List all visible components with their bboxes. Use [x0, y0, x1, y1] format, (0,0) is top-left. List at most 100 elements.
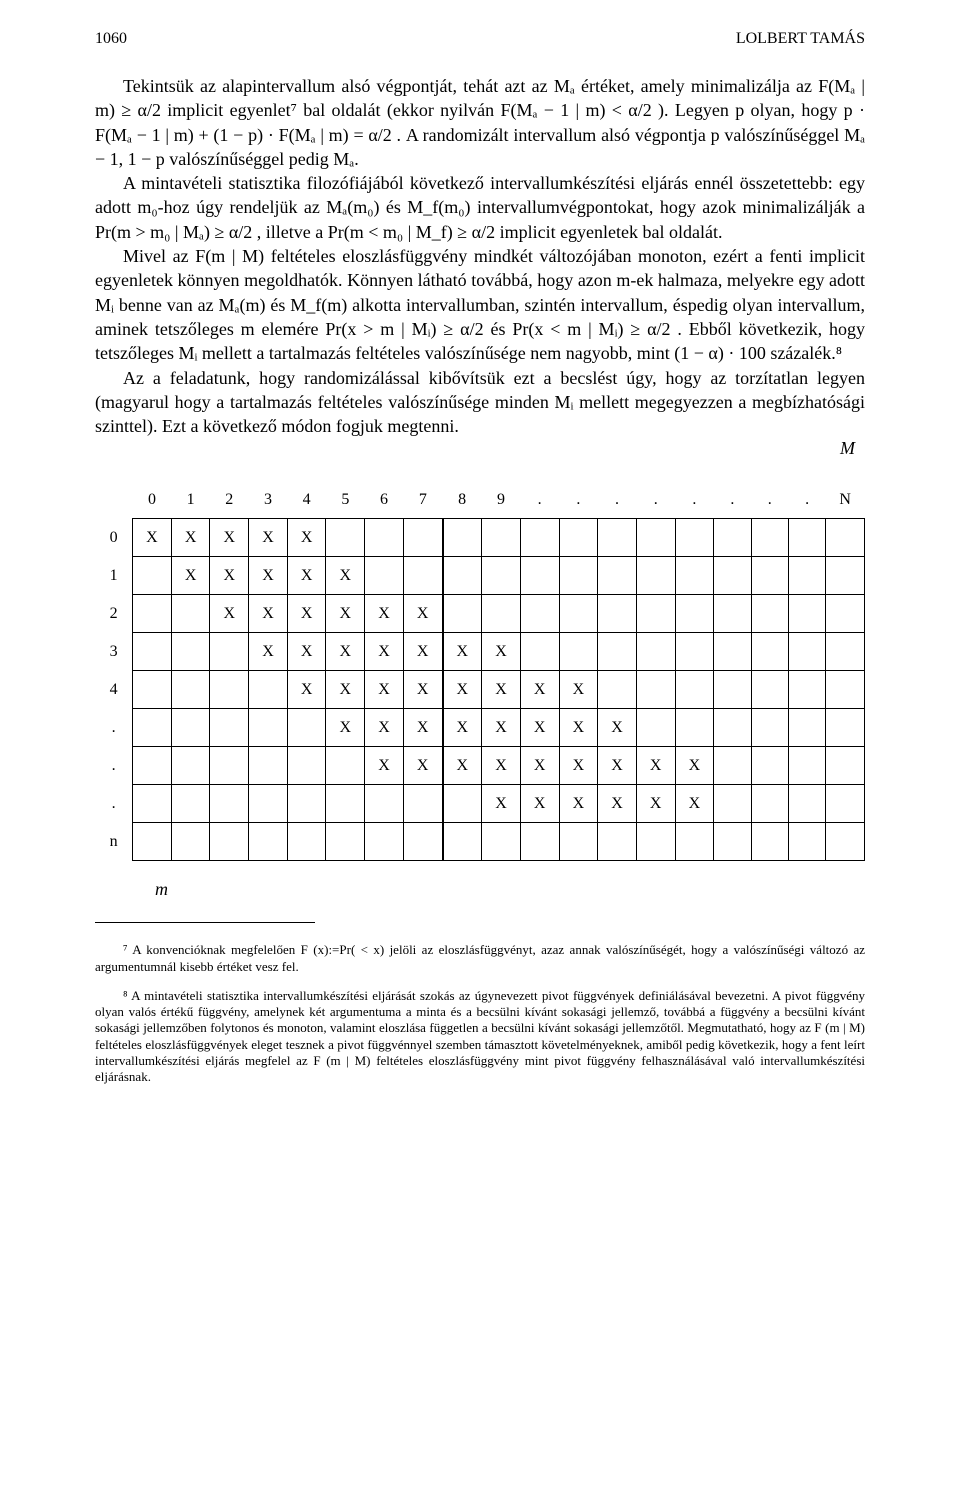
grid-cell [326, 823, 365, 861]
col-header: N [826, 481, 865, 519]
grid-cell [636, 557, 675, 595]
page-number: 1060 [95, 30, 127, 48]
grid-cell: X [287, 519, 326, 557]
grid-cell [826, 633, 865, 671]
grid-cell [133, 785, 172, 823]
grid-cell [714, 633, 751, 671]
footnotes: ⁷ A konvencióknak megfelelően F (x):=Pr(… [95, 942, 865, 1085]
grid-cell [675, 519, 714, 557]
grid-cell [559, 595, 598, 633]
grid-cell: X [403, 747, 442, 785]
grid-cell [326, 747, 365, 785]
grid-cell: X [675, 747, 714, 785]
paragraph-1: Tekintsük az alapintervallum alsó végpon… [95, 74, 865, 171]
grid-cell [636, 671, 675, 709]
grid-cell: X [443, 709, 482, 747]
grid-cell: X [520, 709, 559, 747]
col-header: . [788, 481, 825, 519]
grid-cell [520, 519, 559, 557]
col-header: 1 [171, 481, 210, 519]
grid-cell [559, 557, 598, 595]
row-header: . [95, 709, 133, 747]
grid-cell [482, 557, 521, 595]
grid-cell [598, 633, 637, 671]
grid-cell [751, 519, 788, 557]
grid-cell [133, 595, 172, 633]
grid-cell [675, 633, 714, 671]
row-header: . [95, 785, 133, 823]
grid-cell [520, 595, 559, 633]
grid-cell [751, 747, 788, 785]
grid-cell [751, 709, 788, 747]
grid-cell: X [365, 633, 404, 671]
col-header: . [598, 481, 637, 519]
grid-cell [788, 595, 825, 633]
grid-cell: X [482, 785, 521, 823]
grid-cell [171, 709, 210, 747]
grid-cell: X [559, 709, 598, 747]
grid-cell: X [559, 747, 598, 785]
grid-cell [171, 633, 210, 671]
grid-cell [826, 823, 865, 861]
grid-cell [171, 595, 210, 633]
grid-cell: X [598, 785, 637, 823]
grid-cell: X [482, 747, 521, 785]
grid-cell [788, 671, 825, 709]
grid-cell [403, 785, 442, 823]
col-header: 0 [133, 481, 172, 519]
grid-cell: X [249, 595, 288, 633]
grid-cell: X [559, 671, 598, 709]
grid-cell: X [171, 557, 210, 595]
grid-cell: X [326, 671, 365, 709]
grid-cell [826, 519, 865, 557]
grid-cell: X [482, 671, 521, 709]
grid-cell [675, 709, 714, 747]
grid-cell [714, 671, 751, 709]
grid-cell: X [443, 747, 482, 785]
row-header: 1 [95, 557, 133, 595]
grid-cell [287, 709, 326, 747]
grid-cell [133, 823, 172, 861]
grid-cell [403, 519, 442, 557]
col-header: 6 [365, 481, 404, 519]
grid-cell [636, 595, 675, 633]
grid-cell: X [171, 519, 210, 557]
grid-cell [365, 785, 404, 823]
row-header: 2 [95, 595, 133, 633]
grid-cell [210, 823, 249, 861]
grid-cell [598, 557, 637, 595]
grid-cell [559, 519, 598, 557]
grid-cell [826, 671, 865, 709]
grid-cell [826, 595, 865, 633]
grid-cell [751, 595, 788, 633]
grid-cell [365, 519, 404, 557]
grid-cell [675, 823, 714, 861]
col-header: 7 [403, 481, 442, 519]
interval-grid: 0123456789........N0XXXXX1XXXXX2XXXXXX3X… [95, 481, 865, 861]
grid-cell [443, 785, 482, 823]
grid-cell: X [598, 709, 637, 747]
grid-cell: X [210, 519, 249, 557]
row-header: 0 [95, 519, 133, 557]
col-header: 8 [443, 481, 482, 519]
grid-cell [751, 785, 788, 823]
grid-cell: X [675, 785, 714, 823]
grid-cell: X [482, 709, 521, 747]
col-header: 4 [287, 481, 326, 519]
grid-cell [403, 557, 442, 595]
grid-cell [826, 785, 865, 823]
grid-cell [675, 557, 714, 595]
grid-cell: X [249, 557, 288, 595]
grid-cell [788, 557, 825, 595]
grid-cell [482, 595, 521, 633]
grid-cell: X [482, 633, 521, 671]
grid-cell [598, 595, 637, 633]
grid-cell: X [326, 633, 365, 671]
grid-cell [559, 633, 598, 671]
grid-cell [287, 785, 326, 823]
grid-cell [443, 519, 482, 557]
grid-cell: X [287, 671, 326, 709]
grid-cell [559, 823, 598, 861]
grid-cell [714, 823, 751, 861]
grid-cell: X [636, 785, 675, 823]
